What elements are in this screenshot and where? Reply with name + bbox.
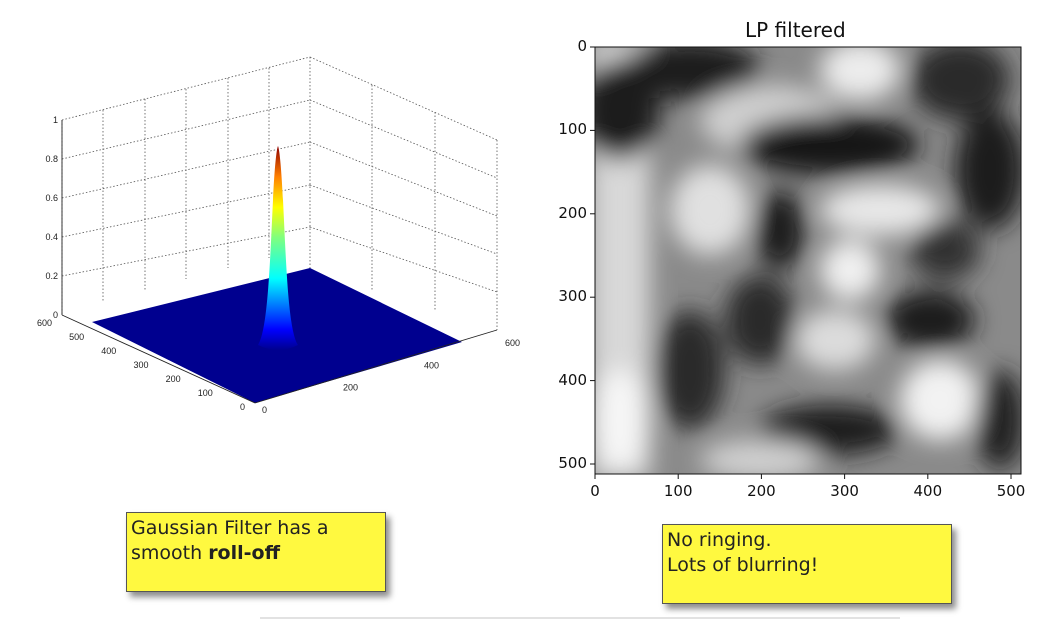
gaussian-surface-plot: 0 0.2 0.4 0.6 0.8 1 0 100 200 300 400 500 600 0 200 4… (37, 56, 520, 415)
plot-box-grid (61, 56, 498, 330)
y-tick-label: 100 (198, 388, 213, 398)
blurring-note-line1: No ringing. (667, 529, 772, 551)
lp-x-tick-label: 200 (747, 482, 776, 500)
lp-title: LP filtered (745, 18, 846, 42)
divider (260, 617, 900, 619)
y-tick-label: 400 (101, 346, 116, 356)
roll-off-bold: roll-off (208, 542, 280, 564)
z-tick-label: 1 (53, 115, 58, 125)
z-tick-label: 0.4 (45, 232, 58, 242)
x-tick-label: 0 (262, 405, 267, 415)
lp-y-tick-label: 500 (558, 453, 587, 472)
lp-y-tick-label: 400 (558, 370, 587, 389)
z-tick-label: 0 (53, 310, 58, 320)
x-tick-label: 200 (343, 383, 358, 393)
x-tick-label: 600 (505, 338, 520, 348)
z-tick-label: 0.2 (45, 271, 58, 281)
gaussian-note: Gaussian Filter has a smooth roll-off (126, 512, 386, 592)
lp-x-tick-label: 0 (590, 482, 600, 500)
lp-x-tick-label: 100 (663, 482, 693, 500)
lp-y-tick-label: 100 (558, 120, 587, 139)
lp-x-tick-label: 400 (913, 482, 943, 500)
y-axis-ticks: 0 100 200 300 400 500 600 (37, 318, 245, 412)
lp-x-tick-label: 500 (996, 482, 1026, 500)
lp-y-tick-label: 0 (577, 37, 587, 55)
z-tick-label: 0.8 (45, 154, 58, 164)
lp-y-tick-label: 200 (558, 203, 587, 222)
z-tick-label: 0.6 (45, 193, 58, 203)
blurring-note: No ringing. Lots of blurring! (662, 524, 952, 604)
lp-x-tick-label: 300 (830, 482, 859, 500)
gaussian-note-line1: Gaussian Filter has a (131, 517, 329, 539)
z-axis-ticks: 0 0.2 0.4 0.6 0.8 1 (45, 115, 58, 320)
y-tick-label: 600 (37, 318, 52, 328)
lp-y-tick-label: 300 (558, 287, 587, 306)
y-tick-label: 300 (133, 360, 148, 370)
gaussian-peak (258, 146, 298, 350)
blurring-note-line2: Lots of blurring! (667, 554, 819, 576)
y-tick-label: 200 (166, 374, 181, 384)
gaussian-note-line2: smooth (131, 542, 209, 564)
y-tick-label: 500 (69, 332, 84, 342)
x-tick-label: 400 (424, 360, 439, 370)
x-axis-ticks: 0 200 400 600 (262, 338, 520, 415)
y-tick-label: 0 (240, 402, 245, 412)
